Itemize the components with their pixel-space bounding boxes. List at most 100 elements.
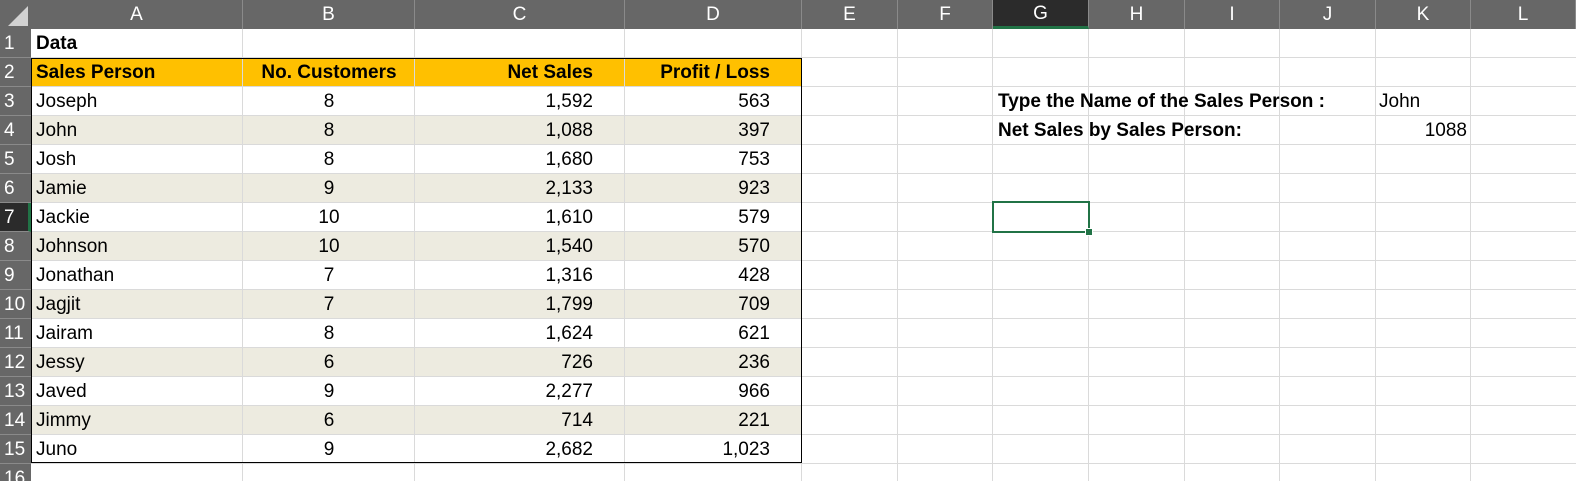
table-cell-name[interactable]: John (36, 120, 78, 141)
table-cell-name[interactable]: Jamie (36, 178, 87, 199)
row-header-7[interactable]: 7 (0, 203, 31, 232)
column-header-g[interactable]: G (993, 0, 1089, 29)
gridline (31, 144, 1576, 145)
cell-a1-title[interactable]: Data (36, 33, 78, 54)
table-cell-profit[interactable]: 221 (738, 410, 770, 431)
gridline (31, 57, 1576, 58)
column-header-b[interactable]: B (243, 0, 415, 29)
row-header-6[interactable]: 6 (0, 174, 31, 203)
column-header-i[interactable]: I (1185, 0, 1280, 29)
table-cell-net-sales[interactable]: 1,799 (545, 294, 593, 315)
table-cell-net-sales[interactable]: 2,277 (545, 381, 593, 402)
table-cell-customers[interactable]: 9 (323, 439, 335, 460)
lookup-result-label[interactable]: Net Sales by Sales Person: (998, 120, 1242, 141)
column-header-f[interactable]: F (898, 0, 993, 29)
column-header-a[interactable]: A (31, 0, 243, 29)
table-cell-profit[interactable]: 579 (738, 207, 770, 228)
column-header-e[interactable]: E (802, 0, 898, 29)
table-cell-customers[interactable]: 10 (318, 236, 340, 257)
table-cell-net-sales[interactable]: 1,540 (545, 236, 593, 257)
table-cell-name[interactable]: Jimmy (36, 410, 91, 431)
table-cell-net-sales[interactable]: 726 (561, 352, 593, 373)
table-header-profit-loss[interactable]: Profit / Loss (660, 62, 770, 83)
row-header-14[interactable]: 14 (0, 406, 31, 435)
table-cell-customers[interactable]: 8 (323, 323, 335, 344)
column-header-c[interactable]: C (415, 0, 625, 29)
column-header-l[interactable]: L (1471, 0, 1576, 29)
row-header-12[interactable]: 12 (0, 348, 31, 377)
table-cell-name[interactable]: Johnson (36, 236, 108, 257)
table-cell-profit[interactable]: 397 (738, 120, 770, 141)
table-cell-customers[interactable]: 8 (323, 120, 335, 141)
active-cell-g7[interactable] (992, 201, 1090, 233)
row-header-5[interactable]: 5 (0, 145, 31, 174)
gridline (31, 173, 1576, 174)
row-header-2[interactable]: 2 (0, 58, 31, 87)
table-cell-profit[interactable]: 570 (738, 236, 770, 257)
column-header-h[interactable]: H (1089, 0, 1185, 29)
band-row-10 (31, 290, 802, 319)
table-cell-profit[interactable]: 236 (738, 352, 770, 373)
table-cell-name[interactable]: Jessy (36, 352, 85, 373)
row-header-16[interactable]: 16 (0, 464, 31, 481)
table-cell-net-sales[interactable]: 1,316 (545, 265, 593, 286)
table-cell-name[interactable]: Javed (36, 381, 87, 402)
table-cell-net-sales[interactable]: 714 (561, 410, 593, 431)
table-cell-profit[interactable]: 923 (738, 178, 770, 199)
row-header-8[interactable]: 8 (0, 232, 31, 261)
row-header-3[interactable]: 3 (0, 87, 31, 116)
table-cell-customers[interactable]: 6 (323, 410, 335, 431)
table-cell-customers[interactable]: 7 (323, 265, 335, 286)
fill-handle[interactable] (1085, 228, 1093, 236)
gridline (31, 376, 1576, 377)
row-header-11[interactable]: 11 (0, 319, 31, 348)
row-header-15[interactable]: 15 (0, 435, 31, 464)
table-cell-name[interactable]: Jagjit (36, 294, 81, 315)
table-cell-profit[interactable]: 621 (738, 323, 770, 344)
row-header-13[interactable]: 13 (0, 377, 31, 406)
table-cell-customers[interactable]: 9 (323, 178, 335, 199)
table-cell-profit[interactable]: 753 (738, 149, 770, 170)
table-cell-customers[interactable]: 8 (323, 149, 335, 170)
table-header-customers[interactable]: No. Customers (261, 62, 397, 83)
table-cell-profit[interactable]: 1,023 (722, 439, 770, 460)
column-header-k[interactable]: K (1376, 0, 1471, 29)
select-all-button[interactable] (0, 0, 31, 29)
band-row-6 (31, 174, 802, 203)
table-cell-profit[interactable]: 428 (738, 265, 770, 286)
column-header-j[interactable]: J (1280, 0, 1376, 29)
table-cell-profit[interactable]: 563 (738, 91, 770, 112)
table-cell-name[interactable]: Joseph (36, 91, 98, 112)
table-cell-net-sales[interactable]: 1,624 (545, 323, 593, 344)
column-header-d[interactable]: D (625, 0, 802, 29)
table-cell-customers[interactable]: 7 (323, 294, 335, 315)
lookup-name-input[interactable]: John (1379, 91, 1421, 112)
table-header-net-sales[interactable]: Net Sales (507, 62, 593, 83)
table-cell-net-sales[interactable]: 1,088 (545, 120, 593, 141)
table-cell-customers[interactable]: 6 (323, 352, 335, 373)
table-cell-name[interactable]: Juno (36, 439, 78, 460)
table-cell-profit[interactable]: 709 (738, 294, 770, 315)
table-cell-net-sales[interactable]: 1,680 (545, 149, 593, 170)
table-cell-customers[interactable]: 10 (318, 207, 340, 228)
table-cell-name[interactable]: Jackie (36, 207, 90, 228)
table-cell-net-sales[interactable]: 1,610 (545, 207, 593, 228)
table-header-sales-person[interactable]: Sales Person (36, 62, 156, 83)
table-cell-net-sales[interactable]: 2,133 (545, 178, 593, 199)
band-row-14 (31, 406, 802, 435)
gridline (1184, 29, 1185, 481)
row-header-10[interactable]: 10 (0, 290, 31, 319)
row-header-4[interactable]: 4 (0, 116, 31, 145)
table-cell-net-sales[interactable]: 1,592 (545, 91, 593, 112)
table-cell-customers[interactable]: 9 (323, 381, 335, 402)
lookup-result-value[interactable]: 1088 (1424, 120, 1467, 141)
table-cell-net-sales[interactable]: 2,682 (545, 439, 593, 460)
table-cell-profit[interactable]: 966 (738, 381, 770, 402)
table-cell-name[interactable]: Josh (36, 149, 77, 170)
table-cell-customers[interactable]: 8 (323, 91, 335, 112)
row-header-1[interactable]: 1 (0, 29, 31, 58)
table-cell-name[interactable]: Jonathan (36, 265, 115, 286)
lookup-prompt-label[interactable]: Type the Name of the Sales Person : (998, 91, 1325, 112)
table-cell-name[interactable]: Jairam (36, 323, 94, 344)
row-header-9[interactable]: 9 (0, 261, 31, 290)
